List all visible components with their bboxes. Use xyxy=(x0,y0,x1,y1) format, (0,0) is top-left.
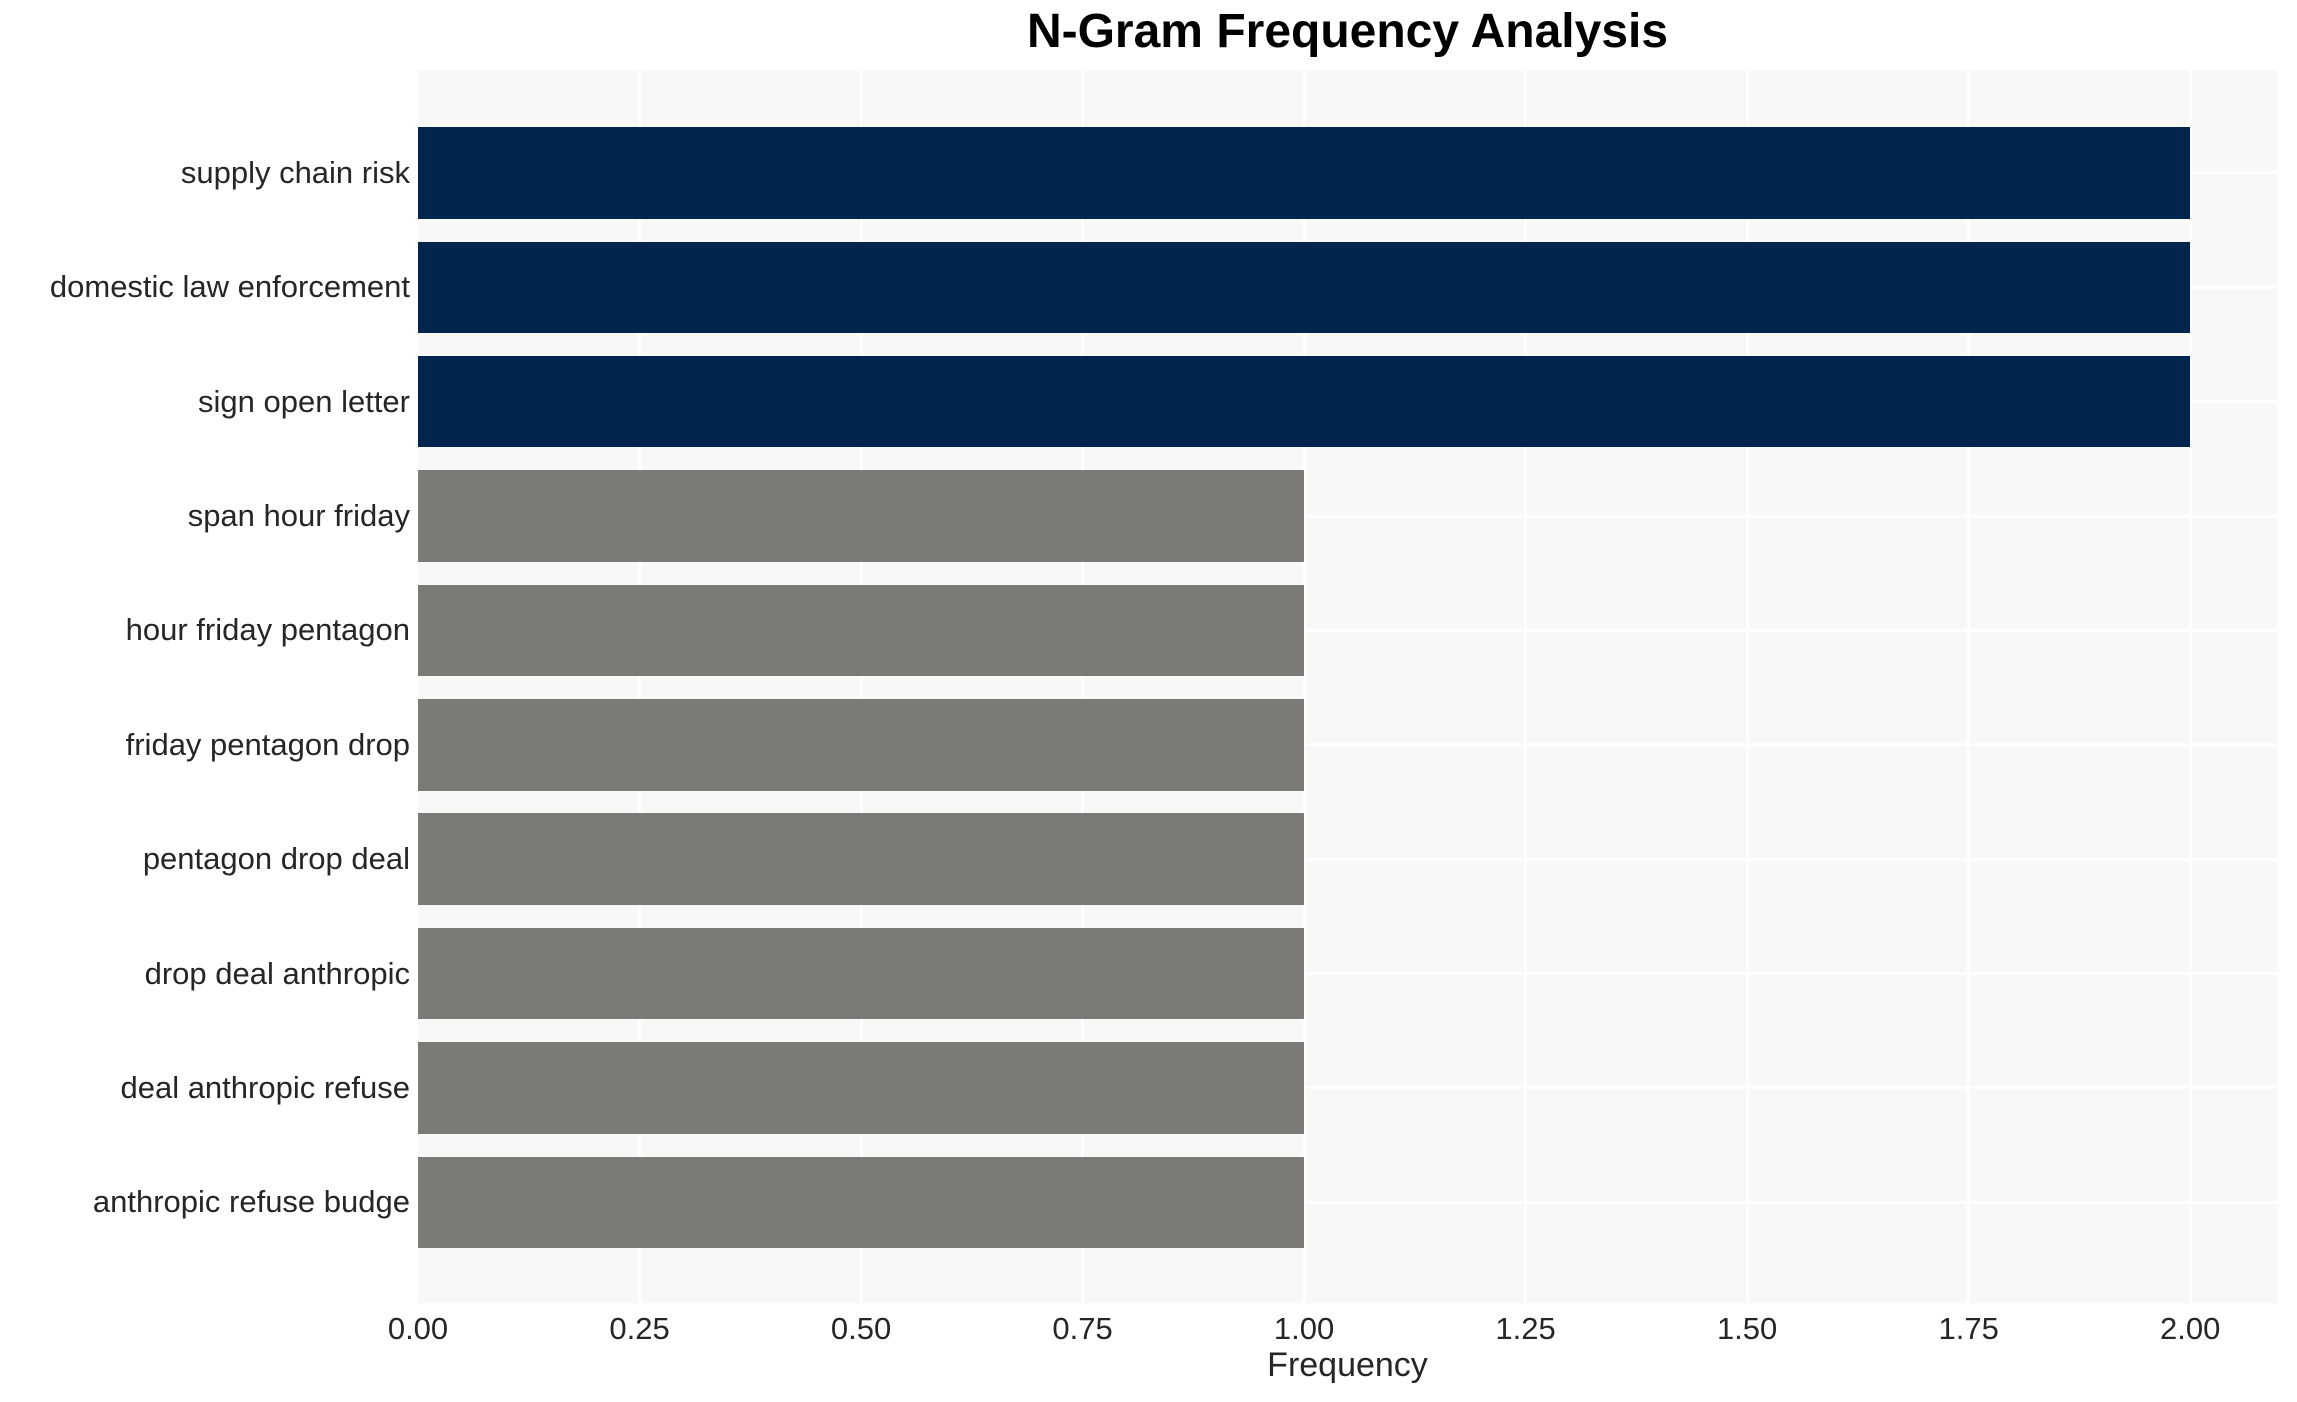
gridline-y-6 xyxy=(418,857,2277,861)
plot-area xyxy=(418,70,2277,1303)
bar-anthropic-refuse-budge xyxy=(418,1156,1305,1249)
y-label-pentagon-drop-deal: pentagon drop deal xyxy=(142,841,410,877)
y-label-drop-deal-anthropic: drop deal anthropic xyxy=(144,955,410,991)
x-tick-0.50: 0.50 xyxy=(830,1311,892,1346)
bar-supply-chain-risk xyxy=(418,127,2191,219)
x-tick-0.25: 0.25 xyxy=(609,1311,670,1346)
x-tick-0.00: 0.00 xyxy=(387,1311,449,1346)
bar-span-hour-friday xyxy=(418,470,1305,562)
gridline-x-0.75 xyxy=(1081,70,1085,1303)
x-axis-title: Frequency xyxy=(1267,1346,1428,1384)
gridline-x-2.00 xyxy=(2188,70,2192,1303)
gridline-y-7 xyxy=(418,972,2277,976)
gridline-y-4 xyxy=(418,628,2277,632)
bar-friday-pentagon-drop xyxy=(418,699,1305,791)
y-label-hour-friday-pentagon: hour friday pentagon xyxy=(125,612,410,648)
y-label-domestic-law-enforcement: domestic law enforcement xyxy=(49,269,410,305)
y-label-supply-chain-risk: supply chain risk xyxy=(180,154,410,190)
x-tick-1.50: 1.50 xyxy=(1716,1311,1778,1346)
x-tick-2.00: 2.00 xyxy=(2159,1311,2221,1346)
y-label-anthropic-refuse-budge: anthropic refuse budge xyxy=(92,1184,410,1220)
y-label-sign-open-letter: sign open letter xyxy=(198,383,410,419)
x-tick-1.75: 1.75 xyxy=(1938,1311,1999,1346)
y-label-deal-anthropic-refuse: deal anthropic refuse xyxy=(120,1069,410,1105)
x-tick-1.25: 1.25 xyxy=(1495,1311,1556,1346)
x-tick-1.00: 1.00 xyxy=(1273,1311,1335,1346)
bar-drop-deal-anthropic xyxy=(418,927,1305,1020)
bar-domestic-law-enforcement xyxy=(418,241,2191,334)
y-label-friday-pentagon-drop: friday pentagon drop xyxy=(125,726,410,762)
gridline-x-1.00 xyxy=(1302,70,1306,1303)
gridline-x-1.50 xyxy=(1745,70,1749,1303)
x-tick-0.75: 0.75 xyxy=(1052,1311,1113,1346)
gridline-y-3 xyxy=(418,514,2277,518)
chart-title: N-Gram Frequency Analysis xyxy=(1026,5,1669,58)
bar-sign-open-letter xyxy=(418,355,2191,448)
bar-pentagon-drop-deal xyxy=(418,813,1305,905)
gridline-x-0.25 xyxy=(638,70,642,1303)
gridline-x-1.25 xyxy=(1524,70,1528,1303)
gridline-x-1.75 xyxy=(1967,70,1971,1303)
gridline-y-5 xyxy=(418,743,2277,747)
gridline-y-9 xyxy=(418,1200,2277,1204)
bar-hour-friday-pentagon xyxy=(418,584,1305,677)
bar-deal-anthropic-refuse xyxy=(418,1042,1305,1134)
gridline-x-0.50 xyxy=(859,70,863,1303)
gridline-y-8 xyxy=(418,1086,2277,1090)
y-label-span-hour-friday: span hour friday xyxy=(187,498,410,534)
